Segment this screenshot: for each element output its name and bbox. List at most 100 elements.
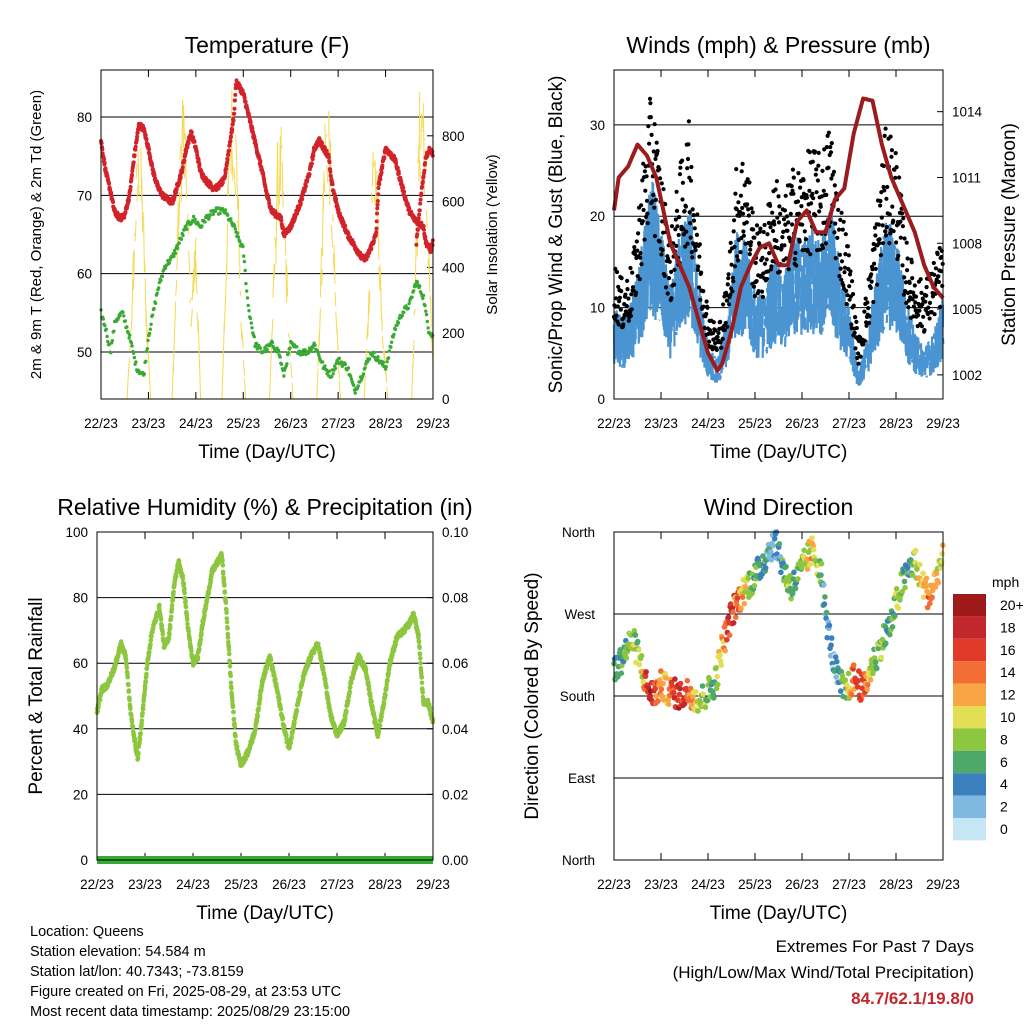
y2-tick-label: 0.02 — [442, 787, 468, 802]
solar-series — [182, 100, 184, 148]
dewpoint-point — [208, 213, 212, 217]
wind-gust-point — [905, 256, 910, 261]
dewpoint-point — [386, 356, 391, 360]
wind-gust-point — [738, 193, 744, 198]
wind-gust-point — [863, 296, 868, 301]
solar-series — [371, 151, 374, 188]
dewpoint-point — [331, 372, 335, 376]
solar-series — [131, 278, 134, 323]
temperature-9m-point — [418, 197, 423, 202]
dewpoint-point — [147, 331, 152, 336]
solar-series — [372, 162, 375, 168]
wind-gust-point — [678, 165, 683, 170]
wind-gust-point — [672, 282, 677, 287]
temperature-point — [248, 120, 253, 125]
wind-gust-point — [891, 229, 896, 234]
temperature-point — [220, 180, 225, 185]
y2-tick-label: 0 — [442, 392, 450, 407]
wind-gust-point — [705, 305, 710, 310]
wind-gust-point — [869, 279, 874, 284]
temperature-point — [310, 157, 315, 162]
wind-gust-point — [747, 180, 752, 185]
solar-series — [238, 266, 241, 279]
wind-gust-point — [850, 292, 856, 297]
wind-gust-point — [748, 247, 753, 252]
wind-gust-point — [732, 218, 737, 223]
wind-gust-point — [721, 302, 726, 307]
dewpoint-point — [131, 351, 136, 355]
wind-gust-point — [916, 313, 921, 318]
temperature-point — [178, 175, 183, 180]
rh-point — [226, 647, 232, 652]
dewpoint-point — [127, 336, 131, 340]
wind-gust-point — [626, 296, 631, 301]
dewpoint-point — [392, 332, 396, 337]
wind-gust-point — [751, 284, 757, 289]
wind-gust-point — [645, 211, 650, 216]
temperature-point — [233, 92, 238, 97]
dewpoint-point — [106, 339, 110, 344]
solar-series — [334, 291, 337, 307]
temperature-point — [243, 99, 248, 104]
wind-gust-point — [615, 304, 620, 309]
wind-gust-point — [777, 204, 782, 209]
dewpoint-point — [249, 321, 253, 325]
solar-series — [331, 225, 333, 248]
wind-gust-point — [786, 267, 791, 272]
wind-gust-point — [741, 229, 746, 234]
temperature-point — [130, 172, 134, 177]
wind-gust-point — [883, 126, 888, 131]
solar-series — [367, 291, 370, 338]
temperature-point — [279, 215, 284, 219]
dewpoint-point — [400, 313, 404, 318]
wind-gust-point — [723, 320, 728, 326]
wind-gust-point — [913, 294, 919, 299]
dewpoint-point — [122, 314, 126, 318]
dewpoint-point — [128, 333, 132, 337]
wind-gust-point — [645, 221, 650, 226]
dewpoint-point — [157, 286, 161, 290]
dewpoint-point — [159, 278, 163, 283]
temperature-point — [377, 182, 382, 187]
temperature-point — [421, 224, 426, 229]
wind-gust-point — [720, 336, 725, 341]
wind-gust-point — [646, 124, 651, 129]
dewpoint-point — [285, 362, 289, 366]
solar-series — [240, 322, 243, 341]
solar-series — [242, 360, 245, 376]
rh-point — [183, 598, 188, 604]
temperature-point — [336, 207, 341, 212]
wind-gust-point — [885, 184, 890, 190]
dewpoint-point — [421, 296, 425, 301]
dewpoint-point — [385, 360, 389, 364]
temperature-point — [307, 172, 312, 177]
solar-series — [149, 378, 152, 400]
solar-series — [195, 260, 198, 295]
x-tick-label: 28/23 — [369, 416, 403, 431]
temperature-point — [123, 210, 128, 215]
wind-gust-point — [654, 140, 659, 145]
wind-gust-point — [898, 235, 903, 240]
wind-gust-point — [876, 222, 881, 227]
wind-gust-point — [880, 223, 885, 228]
wind-gust-point — [884, 225, 889, 230]
solar-series — [147, 352, 151, 380]
wind-gust-point — [644, 174, 649, 179]
wind-gust-point — [727, 302, 732, 307]
temperature-point — [309, 161, 314, 166]
dewpoint-point — [313, 343, 317, 347]
rh-point — [169, 602, 175, 608]
temperature-point — [102, 157, 107, 162]
wind-gust-point — [931, 260, 936, 266]
wind-gust-point — [814, 167, 819, 172]
dewpoint-point — [349, 374, 353, 378]
wind-gust-point — [733, 191, 738, 196]
wind-gust-point — [879, 215, 884, 220]
solar-series — [237, 196, 240, 266]
dewpoint-point — [104, 327, 109, 331]
rh-point — [139, 718, 145, 723]
rh-point — [232, 724, 238, 730]
dewpoint-point — [330, 375, 334, 379]
x-tick-label: 26/23 — [785, 416, 819, 431]
wind-gust-point — [746, 213, 752, 218]
